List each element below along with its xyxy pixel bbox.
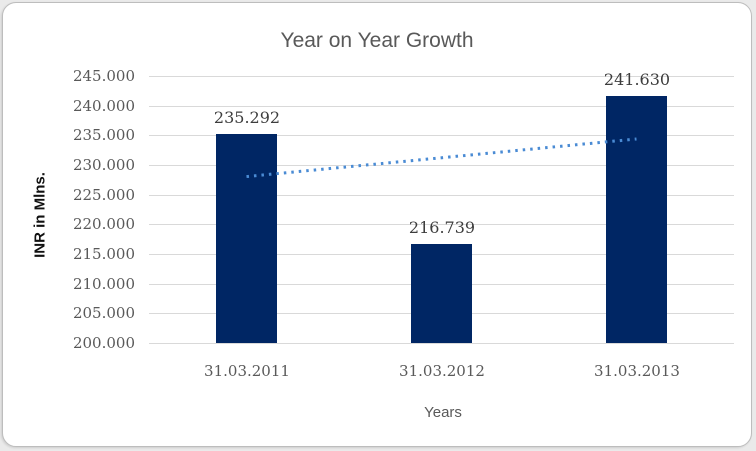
x-axis-title: Years xyxy=(424,404,462,421)
gridline xyxy=(149,106,734,107)
category-label: 31.03.2012 xyxy=(399,362,485,380)
y-tick-label: 205.000 xyxy=(72,304,135,322)
bar xyxy=(216,134,277,343)
chart-title: Year on Year Growth xyxy=(280,29,474,52)
data-label: 216.739 xyxy=(408,218,476,237)
bar xyxy=(411,244,472,343)
gridline xyxy=(149,195,734,196)
category-label: 31.03.2013 xyxy=(594,362,680,380)
y-tick-label: 215.000 xyxy=(72,245,135,263)
y-tick-label: 245.000 xyxy=(72,67,135,85)
y-tick-label: 235.000 xyxy=(72,126,135,144)
y-tick-label: 240.000 xyxy=(72,97,135,115)
gridline xyxy=(149,343,734,344)
gridline xyxy=(149,76,734,77)
y-tick-label: 220.000 xyxy=(72,215,135,233)
y-tick-label: 225.000 xyxy=(72,186,135,204)
chart-frame: Year on Year Growth INR in Mlns. Years 2… xyxy=(2,2,752,447)
data-label: 241.630 xyxy=(603,70,671,89)
y-tick-label: 230.000 xyxy=(72,156,135,174)
bar xyxy=(606,96,667,343)
gridline xyxy=(149,224,734,225)
y-tick-label: 200.000 xyxy=(72,334,135,352)
y-tick-label: 210.000 xyxy=(72,275,135,293)
category-label: 31.03.2011 xyxy=(204,362,290,380)
gridline xyxy=(149,135,734,136)
data-label: 235.292 xyxy=(213,108,281,127)
